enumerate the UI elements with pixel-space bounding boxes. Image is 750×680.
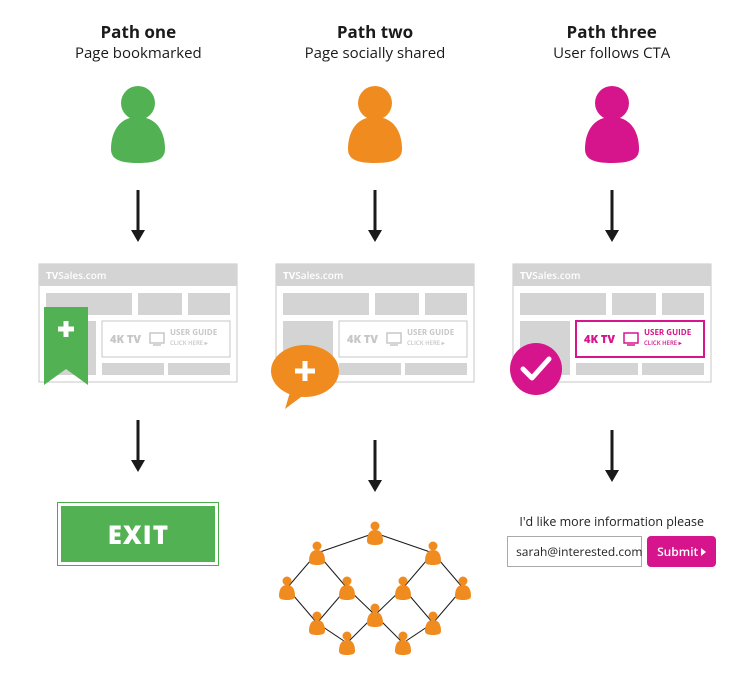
person-icon	[340, 83, 410, 163]
person-icon	[577, 83, 647, 163]
submit-button[interactable]: Submit	[647, 536, 716, 567]
submit-label: Submit	[657, 543, 698, 560]
play-icon	[701, 548, 706, 556]
path-two-column: Path two Page socially shared TVSales.co…	[267, 20, 484, 668]
svg-text:4K TV: 4K TV	[347, 332, 378, 347]
path-three-column: Path three User follows CTA TVSales.com …	[503, 20, 720, 668]
social-network-icon	[275, 513, 475, 663]
svg-text:TVSales.com: TVSales.com	[283, 268, 343, 282]
path-three-title: Path three	[553, 20, 670, 43]
email-field[interactable]: sarah@interested.com	[507, 536, 642, 567]
form-row: sarah@interested.com Submit	[507, 536, 716, 567]
form-label: I'd like more information please	[507, 513, 716, 530]
svg-text:CLICK HERE ▸: CLICK HERE ▸	[170, 339, 209, 347]
path-three-header: Path three User follows CTA	[553, 20, 670, 63]
person-icon	[103, 83, 173, 163]
arrow-down-icon	[365, 188, 385, 243]
exit-outcome: EXIT	[58, 503, 218, 565]
path-two-title: Path two	[305, 20, 446, 43]
svg-text:USER GUIDE: USER GUIDE	[407, 327, 455, 338]
svg-text:CLICK HERE ▸: CLICK HERE ▸	[644, 339, 683, 347]
svg-text:CLICK HERE ▸: CLICK HERE ▸	[407, 339, 446, 347]
svg-text:TVSales.com: TVSales.com	[46, 268, 106, 282]
svg-text:TVSales.com: TVSales.com	[520, 268, 580, 282]
network-outcome	[275, 513, 475, 668]
exit-label: EXIT	[108, 516, 169, 552]
bookmark-ribbon-icon	[44, 307, 94, 397]
svg-text:4K TV: 4K TV	[584, 332, 615, 347]
path-one-column: Path one Page bookmarked TVSales.com 4K …	[30, 20, 247, 668]
svg-text:4K TV: 4K TV	[110, 332, 141, 347]
browser-share: TVSales.com 4K TV USER GUIDE CLICK HERE …	[275, 263, 475, 388]
path-one-subtitle: Page bookmarked	[75, 43, 202, 63]
path-three-subtitle: User follows CTA	[553, 43, 670, 63]
path-two-subtitle: Page socially shared	[305, 43, 446, 63]
form-outcome: I'd like more information please sarah@i…	[507, 513, 716, 567]
arrow-down-icon	[602, 428, 622, 483]
infographic-columns: Path one Page bookmarked TVSales.com 4K …	[30, 20, 720, 668]
browser-bookmark: TVSales.com 4K TV USER GUIDE CLICK HERE …	[38, 263, 238, 388]
browser-cta: TVSales.com 4K TV USER GUIDE CLICK HERE …	[512, 263, 712, 388]
arrow-down-icon	[365, 438, 385, 493]
svg-text:USER GUIDE: USER GUIDE	[170, 327, 218, 338]
exit-button: EXIT	[58, 503, 218, 565]
path-two-header: Path two Page socially shared	[305, 20, 446, 63]
svg-text:USER GUIDE: USER GUIDE	[644, 327, 692, 338]
speech-bubble-icon	[267, 341, 347, 416]
path-one-title: Path one	[75, 20, 202, 43]
arrow-down-icon	[128, 418, 148, 473]
path-one-header: Path one Page bookmarked	[75, 20, 202, 63]
checkmark-badge-icon	[508, 341, 564, 397]
arrow-down-icon	[128, 188, 148, 243]
arrow-down-icon	[602, 188, 622, 243]
